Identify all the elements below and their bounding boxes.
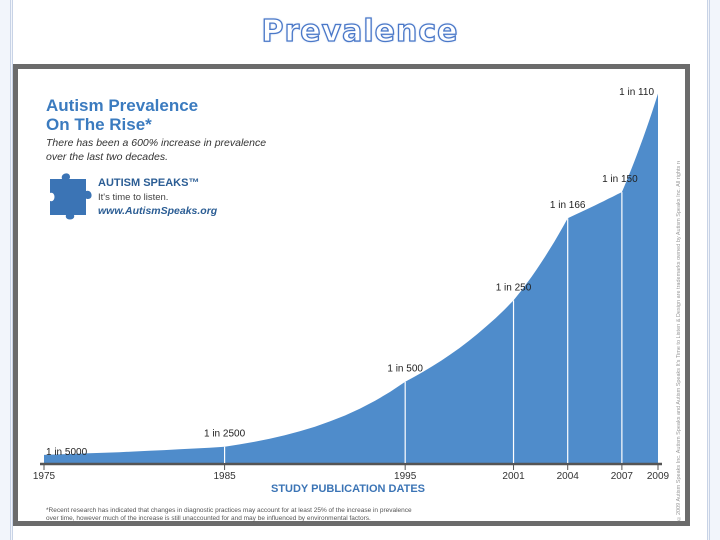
logo-url: www.AutismSpeaks.org <box>98 205 218 217</box>
data-label: 1 in 150 <box>602 174 638 185</box>
data-label: 1 in 166 <box>550 200 586 211</box>
info-subheading-line1: There has been a 600% increase in preval… <box>46 137 267 149</box>
x-tick-label: 2004 <box>557 471 580 482</box>
right-decorative-border <box>707 0 720 540</box>
info-block: Autism Prevalence On The Rise* There has… <box>46 96 266 164</box>
copyright-text: ©2009 Autism Speaks Inc. Autism Speaks a… <box>676 161 682 521</box>
area-series <box>44 93 658 463</box>
data-label: 1 in 110 <box>619 87 654 98</box>
info-heading: Autism Prevalence On The Rise* <box>46 96 266 134</box>
x-tick-label: 1995 <box>394 471 417 482</box>
x-tick-label: 2007 <box>611 471 634 482</box>
logo-tagline: It's time to listen. <box>98 192 169 203</box>
footnote: *Recent research has indicated that chan… <box>46 507 476 523</box>
autism-speaks-logo: AUTISM SPEAKS™ It's time to listen. www.… <box>46 169 246 225</box>
data-label: 1 in 500 <box>387 364 423 375</box>
x-tick-label: 2001 <box>502 471 525 482</box>
x-tick-label: 1985 <box>213 471 236 482</box>
data-label: 1 in 2500 <box>204 429 246 440</box>
footnote-line2: over time, however much of the increase … <box>46 515 371 522</box>
footnote-line1: *Recent research has indicated that chan… <box>46 507 412 514</box>
x-axis-title: STUDY PUBLICATION DATES <box>271 483 425 495</box>
info-subheading-line2: over the last two decades. <box>46 151 168 163</box>
data-label: 1 in 250 <box>496 282 532 293</box>
slide-title: Prevalence <box>261 13 459 49</box>
info-heading-line2: On The Rise* <box>46 115 152 134</box>
prevalence-chart: 1975 1 in 5000 1985 1 in 2500 1995 1 in 500 20… <box>33 87 670 495</box>
logo-name: AUTISM SPEAKS™ <box>98 177 200 189</box>
puzzle-piece-icon <box>50 173 92 220</box>
info-heading-line1: Autism Prevalence <box>46 96 199 115</box>
infographic-panel: 1975 1 in 5000 1985 1 in 2500 1995 1 in 500 20… <box>13 64 690 526</box>
x-tick-label: 2009 <box>647 471 670 482</box>
info-subheading: There has been a 600% increase in preval… <box>46 136 266 164</box>
data-label: 1 in 5000 <box>46 447 88 458</box>
left-decorative-border <box>0 0 13 540</box>
x-tick-label: 1975 <box>33 471 56 482</box>
